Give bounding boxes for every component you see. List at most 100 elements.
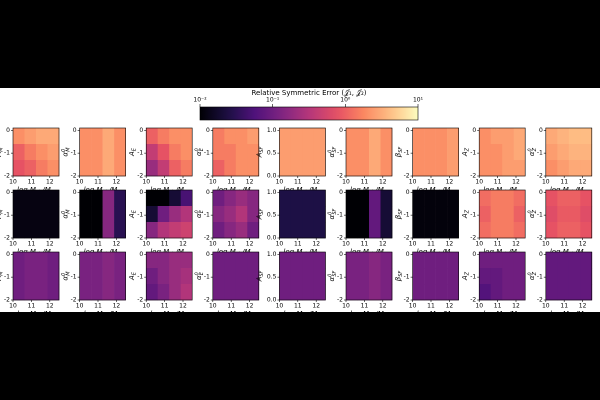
y-label-main: A (461, 213, 469, 219)
y-tick-label: -2 (470, 235, 476, 242)
heatmap-cell (357, 206, 370, 223)
heatmap-cell (180, 190, 193, 207)
heatmap-cell (302, 128, 315, 145)
x-label-part: vir (236, 313, 243, 319)
y-label-sub: E (131, 147, 137, 151)
x-tick-label: 10 (76, 241, 84, 248)
heatmap-cell (447, 222, 459, 239)
x-tick-label: 11 (94, 303, 102, 310)
heatmap-cell (424, 206, 436, 223)
y-tick-label: 0 (539, 189, 543, 196)
panel-frame (212, 127, 260, 177)
y-axis-label: ASF (255, 208, 264, 220)
heatmap-cell (490, 222, 503, 239)
y-tick-label: -2 (337, 173, 343, 180)
heatmap-cell (79, 268, 92, 285)
x-tick-label: 10 (9, 303, 17, 310)
heatmap-cell (490, 268, 503, 285)
y-label-sub: Z (531, 209, 537, 214)
heatmap-cell (290, 252, 303, 269)
panel-frame (145, 127, 193, 177)
heatmap-cell (568, 252, 581, 269)
heatmap-cell (580, 160, 593, 177)
heatmap-cell (47, 252, 60, 269)
y-label-main: α (528, 213, 536, 218)
x-tick-label: 10 (276, 241, 284, 248)
colorbar-tick-label: 10⁰ (340, 97, 351, 104)
heatmap-cell (513, 190, 526, 207)
heatmap-cell (290, 222, 303, 239)
heatmap-cell (346, 222, 358, 239)
heatmap-cell (346, 128, 358, 145)
heatmap-cell (24, 144, 37, 161)
y-tick-label: -2 (71, 297, 77, 304)
heatmap-cell (102, 128, 115, 145)
heatmap-cell (479, 222, 491, 239)
x-label-part: log M (217, 310, 236, 318)
y-label-sub: Z (464, 271, 470, 276)
heatmap-cell (169, 252, 181, 269)
heatmap-cell (447, 206, 459, 223)
heatmap-cell (545, 268, 558, 285)
heatmap-cell (447, 190, 459, 207)
heatmap-cell (545, 160, 558, 177)
heatmap-cell (313, 222, 326, 239)
x-label-part: /M (175, 310, 184, 318)
y-label-main: A (0, 276, 3, 282)
heatmap-cell (557, 128, 570, 145)
heatmap-cell (279, 252, 292, 269)
heatmap-cell (102, 206, 115, 223)
heatmap-cell (114, 268, 126, 285)
x-tick-label: 10 (76, 179, 84, 186)
heatmap-cell (224, 160, 237, 177)
heatmap-cell (302, 190, 315, 207)
heatmap-cell (79, 128, 92, 145)
x-tick-label: 11 (161, 179, 169, 186)
y-label-main: A (128, 275, 136, 281)
heatmap-cell (580, 144, 593, 161)
heatmap-cell (235, 160, 248, 177)
x-tick-label: 12 (246, 241, 254, 248)
x-tick-label: 11 (227, 241, 235, 248)
y-axis-label: βSF (395, 209, 404, 220)
x-tick-label: 11 (28, 303, 36, 310)
y-tick-label: 0 (406, 189, 410, 196)
x-label-part: log M (17, 310, 36, 318)
x-label-part: ⊙ (117, 313, 121, 319)
heatmap-cell (513, 284, 526, 301)
panel-frame (279, 189, 326, 239)
y-label-sub: E (131, 209, 137, 213)
x-label-part: ⊙ (450, 313, 454, 319)
heatmap-cell (435, 128, 448, 145)
heatmap-cell (36, 268, 48, 285)
heatmap-cell (290, 190, 303, 207)
panel-frame (12, 251, 60, 301)
heatmap-cell (13, 206, 25, 223)
y-label-sub: E (198, 271, 204, 275)
x-tick-label: 11 (28, 241, 36, 248)
heatmap-cell (146, 284, 158, 301)
heatmap-cell (212, 128, 225, 145)
x-label-part: vir (369, 313, 376, 319)
heatmap-cell (380, 206, 393, 223)
heatmap-cell (502, 252, 514, 269)
heatmap-cell (36, 252, 48, 269)
y-tick-label: -2 (537, 173, 543, 180)
y-tick-label: -1 (137, 150, 143, 157)
x-label-part: /M (108, 310, 117, 318)
heatmap-cell (91, 128, 103, 145)
y-tick-label: 0 (472, 127, 476, 134)
panel-frame (545, 127, 593, 177)
heatmap-cell (479, 206, 491, 223)
heatmap-cell (114, 222, 126, 239)
x-tick-label: 11 (361, 303, 369, 310)
heatmap-cell (346, 160, 358, 177)
panel-frame (345, 127, 393, 177)
y-label-sup: 0 (194, 148, 200, 151)
x-axis-label: log Mvir/M⊙ (84, 310, 122, 319)
y-label-sub: M (65, 147, 71, 152)
heatmap-cell (24, 252, 37, 269)
heatmap-cell (235, 206, 248, 223)
heatmap-cell (247, 284, 260, 301)
heatmap-cell (24, 222, 37, 239)
